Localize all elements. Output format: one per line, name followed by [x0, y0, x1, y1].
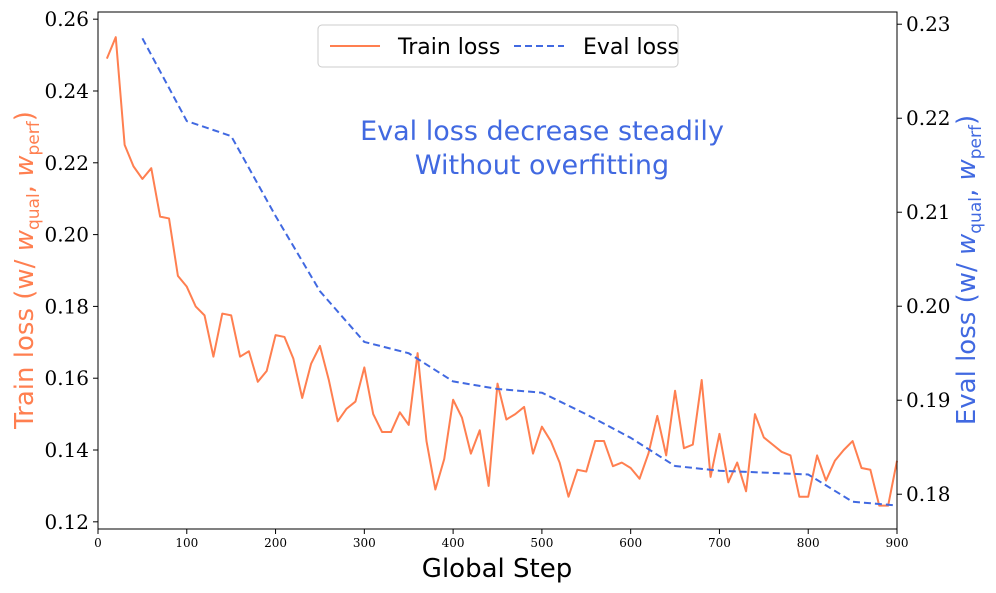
x-tick-label: 600 — [619, 536, 642, 550]
y-axis-left-label: Train loss (w/ wqual, wperf) — [10, 111, 44, 430]
legend-train-label: Train loss — [397, 35, 500, 60]
eval-loss-line — [141, 37, 898, 507]
y-left-tick-label: 0.12 — [44, 510, 89, 534]
y-left-tick-label: 0.24 — [44, 79, 89, 103]
y-right-tick-label: 0.18 — [906, 482, 951, 506]
x-tick-label: 200 — [264, 536, 287, 550]
x-tick-label: 0 — [94, 536, 102, 550]
x-tick-label: 400 — [442, 536, 465, 550]
x-axis: 0 100 200 300 400 500 600 700 800 900 — [94, 529, 908, 550]
y-axis-right-label: Eval loss (w/ wqual, wperf) — [952, 115, 986, 425]
x-tick-label: 100 — [175, 536, 198, 550]
x-tick-label: 500 — [530, 536, 553, 550]
x-tick-label: 700 — [708, 536, 731, 550]
y-right-tick-label: 0.21 — [906, 200, 951, 224]
eval-loss-line-group — [141, 37, 898, 507]
y-left-tick-label: 0.18 — [44, 294, 89, 318]
plot-area — [98, 12, 897, 529]
legend-box — [317, 24, 679, 68]
train-loss-line — [105, 36, 898, 507]
annotation-line-2: Without overfitting — [415, 150, 669, 181]
y-left-tick-label: 0.14 — [44, 438, 89, 462]
y-left-tick-label: 0.16 — [44, 366, 89, 390]
y-right-tick-label: 0.23 — [906, 12, 951, 36]
y-right-tick-label: 0.19 — [906, 388, 951, 412]
x-tick-label: 900 — [886, 536, 909, 550]
y-left-tick-label: 0.26 — [44, 7, 89, 31]
legend-eval-label: Eval loss — [583, 35, 679, 60]
plot-frame — [97, 11, 898, 530]
y-left-tick-label: 0.20 — [44, 223, 89, 247]
legend: Train loss Eval loss — [317, 24, 679, 68]
x-tick-label: 800 — [797, 536, 820, 550]
y-right-tick-label: 0.20 — [906, 294, 951, 318]
y-axis-right: 0.18 0.19 0.20 0.21 0.22 0.23 — [897, 12, 951, 506]
y-axis-left: 0.12 0.14 0.16 0.18 0.20 0.22 0.24 0.26 — [44, 7, 98, 534]
annotation-line-1: Eval loss decrease steadily — [360, 116, 724, 147]
x-tick-label: 300 — [353, 536, 376, 550]
x-axis-label: Global Step — [422, 554, 572, 584]
y-right-tick-label: 0.22 — [906, 106, 951, 130]
y-left-tick-label: 0.22 — [44, 151, 89, 175]
